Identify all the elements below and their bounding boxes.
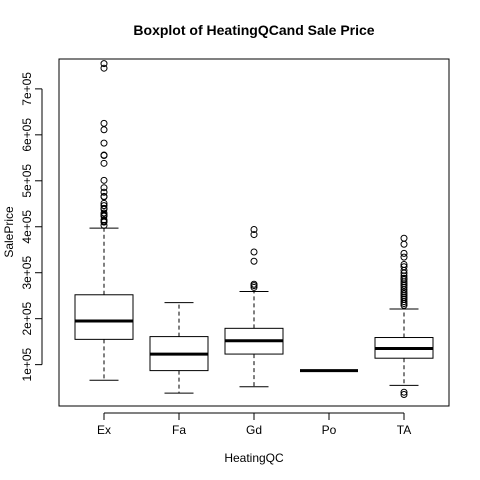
outlier-point xyxy=(101,140,107,146)
box-Fa xyxy=(150,303,208,394)
outlier-point xyxy=(101,120,107,126)
outlier-point xyxy=(101,160,107,166)
y-tick-label: 4e+05 xyxy=(20,210,34,244)
y-tick-label: 5e+05 xyxy=(20,164,34,198)
outlier-point xyxy=(401,241,407,247)
x-tick-label: TA xyxy=(397,423,411,437)
iqr-box xyxy=(75,295,133,340)
box-Gd xyxy=(225,227,283,387)
x-axis-label: HeatingQC xyxy=(224,451,284,465)
outlier-point xyxy=(101,177,107,183)
plot-area: 1e+05 2e+05 3e+05 4e+05 5e+05 6e+05 7e+05 Ex Fa G… xyxy=(20,59,449,437)
outlier-point xyxy=(251,258,257,264)
chart-title: Boxplot of HeatingQCand Sale Price xyxy=(133,22,374,38)
x-tick-label: Po xyxy=(322,423,337,437)
y-tick-label: 3e+05 xyxy=(20,256,34,290)
outlier-point xyxy=(101,65,107,71)
box-Ex xyxy=(75,61,133,381)
x-tick-label: Fa xyxy=(172,423,186,437)
y-tick-label: 6e+05 xyxy=(20,118,34,152)
outlier-point xyxy=(401,254,407,260)
y-tick-label: 7e+05 xyxy=(20,72,34,106)
y-axis-label: SalePrice xyxy=(2,206,16,258)
x-tick-label: Gd xyxy=(246,423,262,437)
y-tick-label: 2e+05 xyxy=(20,301,34,335)
outlier-point xyxy=(401,235,407,241)
outlier-point xyxy=(101,127,107,133)
outlier-point xyxy=(251,249,257,255)
y-tick-label: 1e+05 xyxy=(20,347,34,381)
box-TA xyxy=(375,235,433,397)
x-tick-label: Ex xyxy=(97,423,111,437)
